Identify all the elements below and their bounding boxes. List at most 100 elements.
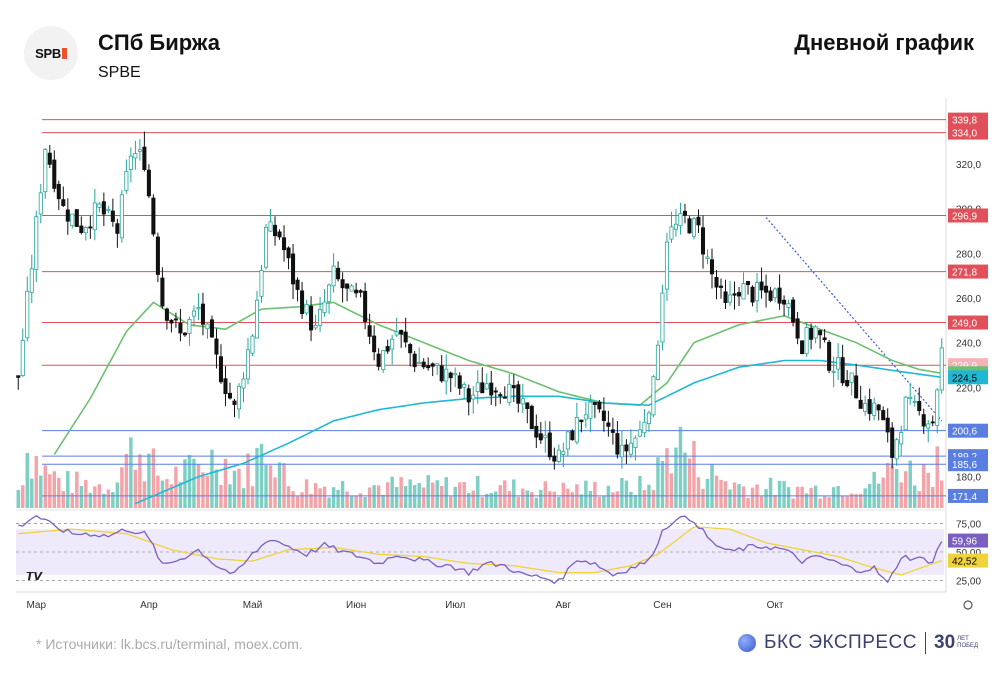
volume-bar xyxy=(480,497,484,508)
volume-bar xyxy=(615,491,620,508)
tradingview-logo-icon[interactable]: 𝙏𝙑 xyxy=(26,571,43,583)
volume-bar xyxy=(705,478,710,508)
candle-body xyxy=(336,267,341,280)
volume-bar xyxy=(449,496,453,508)
candle-body xyxy=(475,382,480,393)
candle-body xyxy=(56,183,61,200)
candle-body xyxy=(318,309,323,326)
volume-bar xyxy=(178,482,183,508)
company-title: СПб Биржа xyxy=(98,30,220,55)
candle-body xyxy=(714,277,719,288)
volume-bar xyxy=(376,485,381,508)
ma-green-line xyxy=(53,301,942,455)
candle-body xyxy=(750,286,755,303)
candle-body xyxy=(74,209,79,227)
candle-body xyxy=(250,335,255,354)
volume-bar xyxy=(561,482,566,508)
candle-body xyxy=(624,444,629,452)
volume-bar xyxy=(363,496,367,508)
candle-body xyxy=(858,399,863,409)
candle-body xyxy=(345,283,350,289)
support-level-label: 185,6 xyxy=(952,460,977,471)
candle-body xyxy=(295,279,300,290)
volume-bar xyxy=(543,481,548,508)
candle-body xyxy=(885,417,890,433)
volume-bar xyxy=(872,471,876,508)
candle-body xyxy=(529,405,534,430)
candle-body xyxy=(525,402,530,409)
volume-bar xyxy=(800,486,804,508)
candle-body xyxy=(65,209,70,222)
volume-bar xyxy=(471,490,475,508)
y-tick-label: 280,0 xyxy=(956,249,981,260)
candle-body xyxy=(354,289,359,294)
volume-bar xyxy=(602,495,606,508)
candle-body xyxy=(462,384,467,388)
volume-bar xyxy=(187,454,192,508)
volume-bar xyxy=(809,487,813,508)
volume-bar xyxy=(93,486,97,508)
candle-body xyxy=(182,332,187,336)
volume-bar xyxy=(764,488,768,508)
candle-body xyxy=(412,353,417,368)
candle-body xyxy=(696,216,701,226)
candle-body xyxy=(245,349,251,380)
volume-bar xyxy=(458,482,462,508)
volume-bar xyxy=(570,492,575,508)
candle-body xyxy=(263,226,269,268)
volume-bar xyxy=(498,485,502,508)
y-tick-label: 180,0 xyxy=(956,473,981,484)
volume-bar xyxy=(467,493,471,508)
candle-body xyxy=(700,227,706,255)
volume-bar xyxy=(858,494,863,508)
candle-body xyxy=(223,378,228,394)
candle-body xyxy=(282,237,287,251)
volume-bar xyxy=(30,478,34,508)
candle-body xyxy=(124,171,129,191)
candle-body xyxy=(142,146,147,171)
volume-bar xyxy=(521,488,525,508)
candle-body xyxy=(588,401,593,419)
candle-body xyxy=(453,373,458,376)
candle-body xyxy=(309,305,314,331)
candle-body xyxy=(601,410,606,421)
rsi-value-label: 59,96 xyxy=(952,537,977,548)
volume-bar xyxy=(367,487,372,508)
source-note: * Источники: lk.bcs.ru/terminal, moex.co… xyxy=(36,636,303,652)
volume-bar xyxy=(196,464,201,508)
candle-body xyxy=(484,383,489,390)
volume-bar xyxy=(701,488,705,508)
volume-bar xyxy=(160,480,165,508)
resistance-level-tag xyxy=(948,208,988,223)
volume-bar xyxy=(719,479,723,508)
candle-body xyxy=(340,279,345,289)
candle-body xyxy=(466,388,471,403)
volume-bar xyxy=(16,489,20,508)
price-chart[interactable]: 320,0300,0280,0260,0240,0220,0200,0180,0… xyxy=(0,0,1000,620)
volume-bar xyxy=(277,462,282,508)
volume-bar xyxy=(435,480,439,508)
volume-bar xyxy=(291,491,295,508)
volume-bar xyxy=(115,482,120,508)
ma-blue-tag xyxy=(948,370,988,385)
candle-body xyxy=(232,400,237,405)
candle-body xyxy=(291,253,296,285)
candle-body xyxy=(755,282,760,302)
volume-bar xyxy=(669,473,674,508)
volume-bar xyxy=(403,486,408,508)
candle-body xyxy=(615,433,620,455)
candle-body xyxy=(768,290,773,301)
candle-body xyxy=(106,208,111,211)
candle-body xyxy=(363,290,368,323)
volume-bar xyxy=(899,482,903,508)
candle-body xyxy=(705,256,710,259)
candle-body xyxy=(565,431,570,450)
settings-gear-icon[interactable] xyxy=(963,600,973,610)
volume-bar xyxy=(52,471,57,508)
candle-body xyxy=(570,430,575,441)
x-tick-label: Окт xyxy=(767,600,784,611)
volume-bar xyxy=(885,462,890,508)
candle-body xyxy=(367,325,372,337)
support-level-tag xyxy=(948,423,988,438)
candle-body xyxy=(935,389,940,426)
